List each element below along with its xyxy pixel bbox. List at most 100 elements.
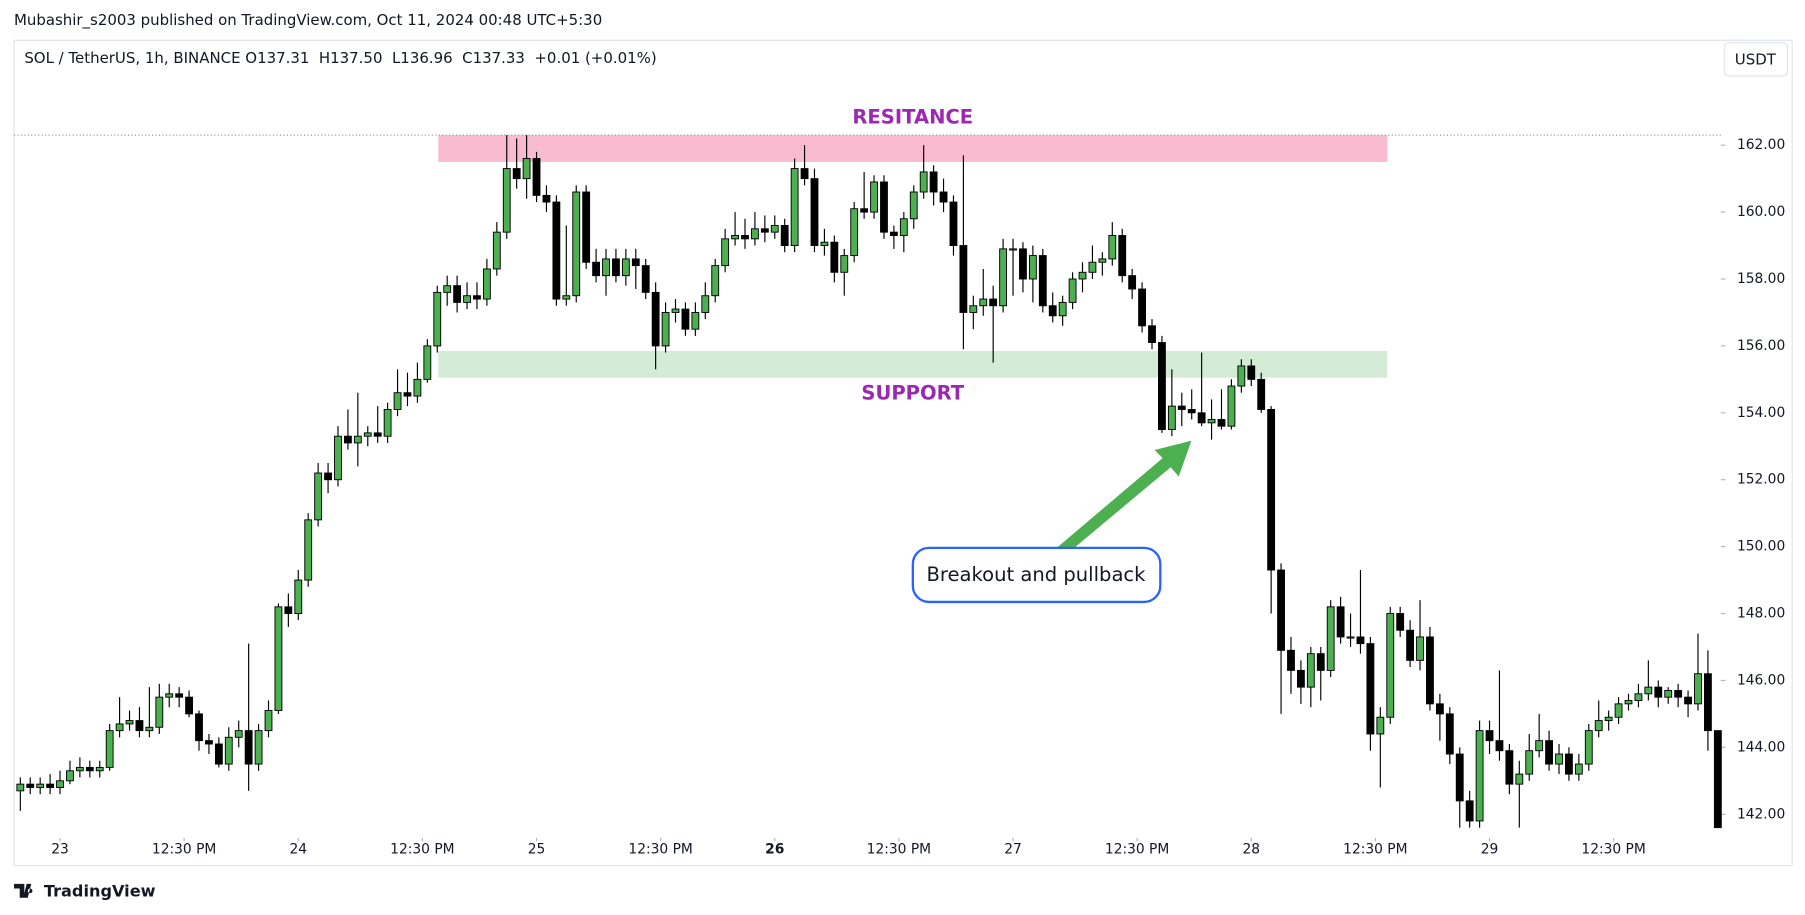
x-tick-label: 12:30 PM — [867, 841, 931, 857]
candle-body — [135, 720, 144, 732]
candle-body — [919, 171, 928, 193]
candle-body — [532, 158, 541, 196]
y-tick-label: 154.00 — [1737, 405, 1785, 421]
x-tick-label: 12:30 PM — [152, 841, 216, 857]
candle-body — [234, 730, 243, 738]
candle-body — [999, 248, 1008, 307]
candle-body — [949, 201, 958, 246]
currency-button[interactable] — [1723, 42, 1789, 77]
candle-body — [453, 285, 462, 303]
x-tick-label: 12:30 PM — [390, 841, 454, 857]
candle-body — [641, 265, 650, 293]
zone-label: SUPPORT — [861, 381, 964, 404]
candle-body — [512, 168, 521, 180]
candle-body — [1346, 636, 1355, 639]
annotation-arrow — [1056, 440, 1192, 555]
candle-body — [254, 730, 263, 765]
candle-body — [1674, 690, 1683, 698]
candle-body — [1525, 750, 1534, 775]
candle-body — [1128, 275, 1137, 290]
candle-body — [562, 295, 571, 300]
candle-body — [602, 258, 610, 277]
candle-body — [552, 201, 561, 300]
candle-body — [651, 291, 660, 347]
candle-body — [115, 723, 124, 732]
candle-body — [1158, 342, 1166, 430]
candle-body — [105, 730, 114, 768]
candle-body — [1594, 720, 1603, 732]
plot: 142.00 144.00 146.00 148.00 150.00 152.00 154.… — [13, 105, 1785, 857]
candle-body — [1475, 730, 1484, 822]
candle-body — [205, 740, 213, 745]
candle-body — [1177, 405, 1186, 410]
x-tick-label: 29 — [1481, 841, 1499, 857]
y-tick-label: 144.00 — [1737, 739, 1785, 755]
candle-body — [1187, 408, 1196, 414]
x-tick-label: 27 — [1004, 841, 1022, 857]
candle-body — [502, 168, 511, 233]
candle-body — [195, 713, 203, 742]
candle-body — [463, 295, 471, 303]
candle-body — [1197, 412, 1206, 424]
candle-body — [16, 783, 25, 792]
candle-body — [1664, 690, 1673, 698]
candle-body — [939, 191, 948, 203]
callout-box — [911, 546, 1162, 604]
candle-body — [314, 472, 323, 521]
candle-body — [1267, 408, 1276, 571]
x-tick-label: 24 — [289, 841, 307, 857]
symbol: SOL / TetherUS, 1h, BINANCE — [24, 49, 240, 67]
candle-body — [264, 710, 273, 732]
x-tick-label: 12:30 PM — [1343, 841, 1407, 857]
candle-body — [334, 435, 342, 481]
candle-body — [165, 693, 174, 698]
candle-body — [1465, 800, 1474, 822]
y-tick-label: 148.00 — [1737, 606, 1785, 622]
currency[interactable]: USDT — [1735, 50, 1777, 68]
candle-body — [582, 191, 591, 263]
y-tick-label: 158.00 — [1737, 271, 1785, 287]
candle-body — [840, 255, 849, 273]
candle-body — [1485, 730, 1494, 742]
candle-body — [979, 298, 988, 307]
candle-body — [1386, 613, 1395, 718]
candle-body — [75, 766, 84, 772]
candle-body — [770, 225, 779, 233]
candle-body — [1058, 301, 1067, 317]
candle-body — [95, 766, 104, 772]
x-tick-label: 23 — [51, 841, 69, 857]
arrow — [1056, 440, 1192, 555]
candle-body — [175, 693, 184, 698]
candle-body — [860, 208, 869, 213]
x-tick-label: 25 — [528, 841, 546, 857]
candle-body — [522, 158, 531, 180]
candle-body — [820, 241, 829, 246]
candle-body — [1604, 716, 1613, 722]
candle-body — [1088, 261, 1097, 273]
candle-body — [1108, 235, 1117, 260]
candle-body — [1336, 606, 1345, 638]
candle-body — [612, 258, 620, 277]
zone — [438, 350, 1388, 378]
logo-icon — [13, 883, 33, 898]
candle-body — [989, 298, 998, 307]
candle-body — [1227, 385, 1236, 427]
candle-body — [1545, 740, 1553, 765]
candle-body — [1614, 703, 1623, 718]
candle-body — [1584, 730, 1593, 765]
candle-body — [1694, 673, 1702, 705]
candle-body — [621, 258, 630, 277]
y-tick-label: 162.00 — [1737, 137, 1785, 153]
candle-body — [373, 432, 382, 437]
candle-body — [542, 194, 551, 203]
x-tick-label: 28 — [1242, 841, 1260, 857]
candle-body — [145, 726, 154, 732]
candle-body — [482, 268, 491, 300]
candle-body — [1356, 636, 1365, 645]
ohlc-legend: O137.31 H137.50 L136.96 C137.33 +0.01 (+… — [245, 49, 656, 67]
brand: TradingView — [44, 881, 156, 900]
candle-body — [1555, 753, 1563, 765]
candle-body — [1535, 740, 1544, 752]
candle-body — [46, 783, 55, 788]
zone — [438, 135, 1388, 162]
